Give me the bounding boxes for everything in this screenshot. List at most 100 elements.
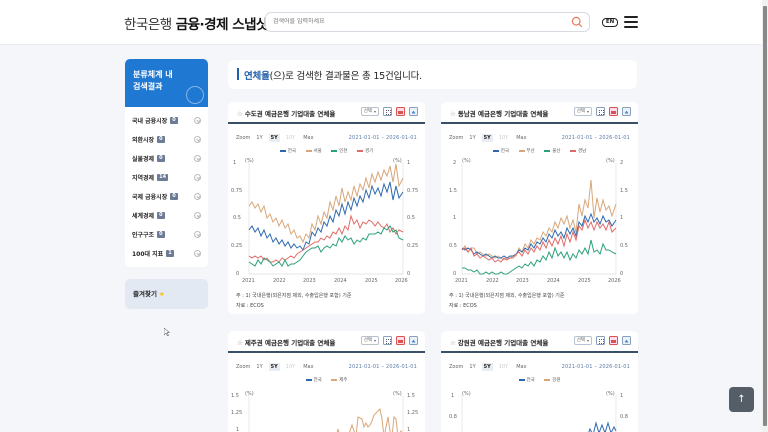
zoom-1y-button[interactable]: 1Y	[469, 135, 476, 141]
search-input[interactable]	[273, 18, 563, 25]
legend-item[interactable]: 부산	[518, 148, 535, 154]
dropdown-arrow-icon	[374, 339, 376, 342]
chevron-down-icon[interactable]	[194, 193, 201, 200]
zoom-10y-button[interactable]: 10Y	[498, 364, 509, 370]
zoom-5y-button[interactable]: 5Y	[268, 134, 280, 142]
hamburger-menu-icon[interactable]	[624, 16, 638, 28]
svg-text:0: 0	[620, 271, 623, 277]
print-icon[interactable]	[609, 336, 618, 345]
print-icon[interactable]	[609, 107, 618, 116]
zoom-5y-button[interactable]: 5Y	[481, 363, 493, 371]
language-toggle-button[interactable]: EN	[602, 18, 618, 27]
date-to-input[interactable]: 2026-01-01	[598, 364, 630, 370]
favorite-star-icon[interactable]: ☆	[450, 339, 456, 347]
count-badge: 14	[157, 174, 169, 181]
page-scrollbar[interactable]	[762, 0, 768, 432]
date-from-input[interactable]: 2021-01-01	[561, 364, 593, 370]
date-to-input[interactable]: 2026-01-01	[385, 364, 417, 370]
sidebar-item-label: 지역경제	[132, 175, 155, 182]
favorite-star-icon[interactable]: ☆	[237, 110, 243, 118]
favorites-button[interactable]: 즐겨찾기 ★	[125, 279, 208, 309]
legend-item[interactable]: 인천	[331, 148, 348, 154]
svg-text:1: 1	[233, 160, 236, 166]
zoom-10y-button[interactable]: 10Y	[285, 135, 296, 141]
sidebar-item-real-economy[interactable]: 실물경제 0	[125, 149, 208, 168]
date-to-input[interactable]: 2026-01-01	[598, 135, 630, 141]
logo-prefix: 한국은행	[124, 17, 172, 33]
sidebar-item-domestic-financial-market[interactable]: 국내 금융시장 0	[125, 111, 208, 130]
zoom-max-button[interactable]: Max	[303, 364, 314, 370]
favorite-star-icon[interactable]: ☆	[237, 339, 243, 347]
chart-option-select[interactable]: 선택	[573, 107, 592, 116]
date-from-input[interactable]: 2021-01-01	[348, 364, 380, 370]
count-badge: 0	[170, 117, 178, 124]
zoom-range-selector: Zoom 1Y 5Y 10Y Max	[236, 363, 316, 371]
print-icon[interactable]	[396, 336, 405, 345]
line-chart[interactable]: 1.5 1.25 1 1.5 1.25 1 (%) (%)	[228, 387, 425, 432]
print-icon[interactable]	[396, 107, 405, 116]
chevron-down-icon[interactable]	[194, 136, 201, 143]
legend-item[interactable]: 전국	[305, 377, 322, 383]
line-chart[interactable]: 2 1.5 1 0.5 0 2 1.5 1 0.5 0 (%) (%) 2021 2022 2023 2…	[441, 158, 638, 288]
zoom-1y-button[interactable]: 1Y	[469, 364, 476, 370]
date-to-input[interactable]: 2026-01-01	[385, 135, 417, 141]
search-icon[interactable]	[571, 16, 583, 28]
expand-icon[interactable]	[596, 107, 605, 116]
download-image-icon[interactable]	[409, 107, 418, 116]
zoom-10y-button[interactable]: 10Y	[285, 364, 296, 370]
chevron-down-icon[interactable]	[194, 117, 201, 124]
legend-item[interactable]: 울산	[544, 148, 561, 154]
scrollbar-thumb[interactable]	[763, 6, 767, 426]
zoom-5y-button[interactable]: 5Y	[481, 134, 493, 142]
expand-icon[interactable]	[383, 107, 392, 116]
date-from-input[interactable]: 2021-01-01	[561, 135, 593, 141]
sidebar-item-fx-market[interactable]: 외환시장 0	[125, 130, 208, 149]
chevron-down-icon[interactable]	[194, 212, 201, 219]
sidebar-item-top100-indicators[interactable]: 100대 지표 1	[125, 244, 208, 263]
chart-option-select[interactable]: 선택	[573, 336, 592, 345]
expand-icon[interactable]	[596, 336, 605, 345]
legend-item[interactable]: 전국	[518, 377, 535, 383]
chart-title: ☆ 수도권 예금은행 기업대출 연체율	[237, 110, 336, 118]
zoom-max-button[interactable]: Max	[516, 135, 527, 141]
legend-item[interactable]: 경기	[356, 148, 373, 154]
chart-option-select[interactable]: 선택	[360, 107, 379, 116]
zoom-max-button[interactable]: Max	[516, 364, 527, 370]
sidebar-item-world-economy[interactable]: 세계경제 0	[125, 206, 208, 225]
chevron-down-icon[interactable]	[194, 155, 201, 162]
zoom-max-button[interactable]: Max	[303, 135, 314, 141]
zoom-range-selector: Zoom 1Y 5Y 10Y Max	[449, 134, 529, 142]
scroll-to-top-button[interactable]: ↑	[729, 387, 754, 412]
sidebar-item-regional-economy[interactable]: 지역경제 14	[125, 168, 208, 187]
download-image-icon[interactable]	[622, 107, 631, 116]
legend-item[interactable]: 전국	[279, 148, 296, 154]
sidebar-item-population[interactable]: 인구구조 0	[125, 225, 208, 244]
expand-icon[interactable]	[383, 336, 392, 345]
zoom-10y-button[interactable]: 10Y	[498, 135, 509, 141]
legend-item[interactable]: 서울	[305, 148, 322, 154]
legend-item[interactable]: 강원	[544, 377, 561, 383]
date-from-input[interactable]: 2021-01-01	[348, 135, 380, 141]
line-chart[interactable]: 1 0.75 0.5 0.25 0 1 0.75 0.5 0.25 0 (%) (%) 2021 2…	[228, 158, 425, 288]
chevron-down-icon[interactable]	[194, 174, 201, 181]
legend-item[interactable]: 제주	[331, 377, 348, 383]
sidebar-item-label: 인구구조	[132, 232, 155, 239]
favorite-star-icon[interactable]: ☆	[450, 110, 456, 118]
chevron-down-icon[interactable]	[194, 250, 201, 257]
chart-option-select[interactable]: 선택	[360, 336, 379, 345]
svg-text:2024: 2024	[547, 278, 560, 284]
legend-item[interactable]: 전국	[492, 148, 509, 154]
favorites-label: 즐겨찾기	[133, 290, 157, 298]
sidebar-item-international-financial-market[interactable]: 국제 금융시장 0	[125, 187, 208, 206]
line-chart[interactable]: 1 0.8 1 0.8 (%) (%)	[441, 387, 638, 432]
zoom-1y-button[interactable]: 1Y	[256, 135, 263, 141]
chart-legend: 전국 부산 울산 경남	[441, 148, 638, 154]
chevron-down-icon[interactable]	[194, 231, 201, 238]
zoom-1y-button[interactable]: 1Y	[256, 364, 263, 370]
zoom-5y-button[interactable]: 5Y	[268, 363, 280, 371]
download-image-icon[interactable]	[409, 336, 418, 345]
site-logo[interactable]: 한국은행 금융·경제 스냅샷	[124, 13, 268, 33]
svg-text:2023: 2023	[516, 278, 529, 284]
download-image-icon[interactable]	[622, 336, 631, 345]
legend-item[interactable]: 경남	[569, 148, 586, 154]
